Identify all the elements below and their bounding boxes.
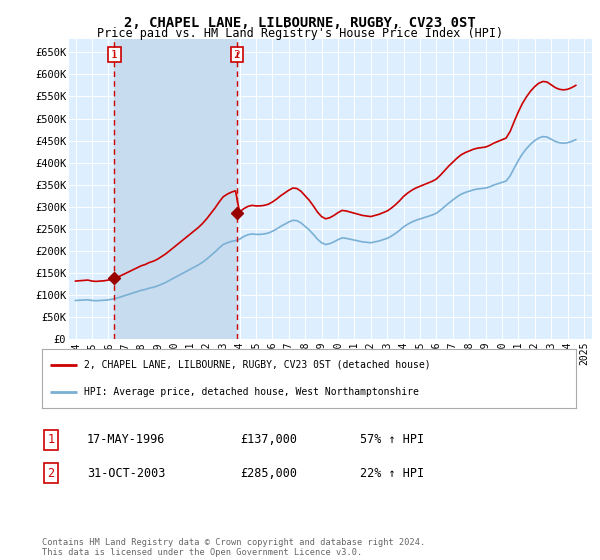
- Text: 1: 1: [47, 433, 55, 446]
- Text: 2: 2: [47, 466, 55, 480]
- Text: £137,000: £137,000: [240, 433, 297, 446]
- Text: 2, CHAPEL LANE, LILBOURNE, RUGBY, CV23 0ST (detached house): 2, CHAPEL LANE, LILBOURNE, RUGBY, CV23 0…: [83, 360, 430, 370]
- Text: 57% ↑ HPI: 57% ↑ HPI: [360, 433, 424, 446]
- Text: 17-MAY-1996: 17-MAY-1996: [87, 433, 166, 446]
- Text: HPI: Average price, detached house, West Northamptonshire: HPI: Average price, detached house, West…: [83, 387, 419, 397]
- Text: 2: 2: [233, 50, 240, 60]
- Text: 22% ↑ HPI: 22% ↑ HPI: [360, 466, 424, 480]
- Text: 1: 1: [111, 50, 118, 60]
- Text: 2, CHAPEL LANE, LILBOURNE, RUGBY, CV23 0ST: 2, CHAPEL LANE, LILBOURNE, RUGBY, CV23 0…: [124, 16, 476, 30]
- Text: £285,000: £285,000: [240, 466, 297, 480]
- Text: Contains HM Land Registry data © Crown copyright and database right 2024.
This d: Contains HM Land Registry data © Crown c…: [42, 538, 425, 557]
- Text: 31-OCT-2003: 31-OCT-2003: [87, 466, 166, 480]
- Bar: [115, 39, 237, 339]
- Text: Price paid vs. HM Land Registry's House Price Index (HPI): Price paid vs. HM Land Registry's House …: [97, 27, 503, 40]
